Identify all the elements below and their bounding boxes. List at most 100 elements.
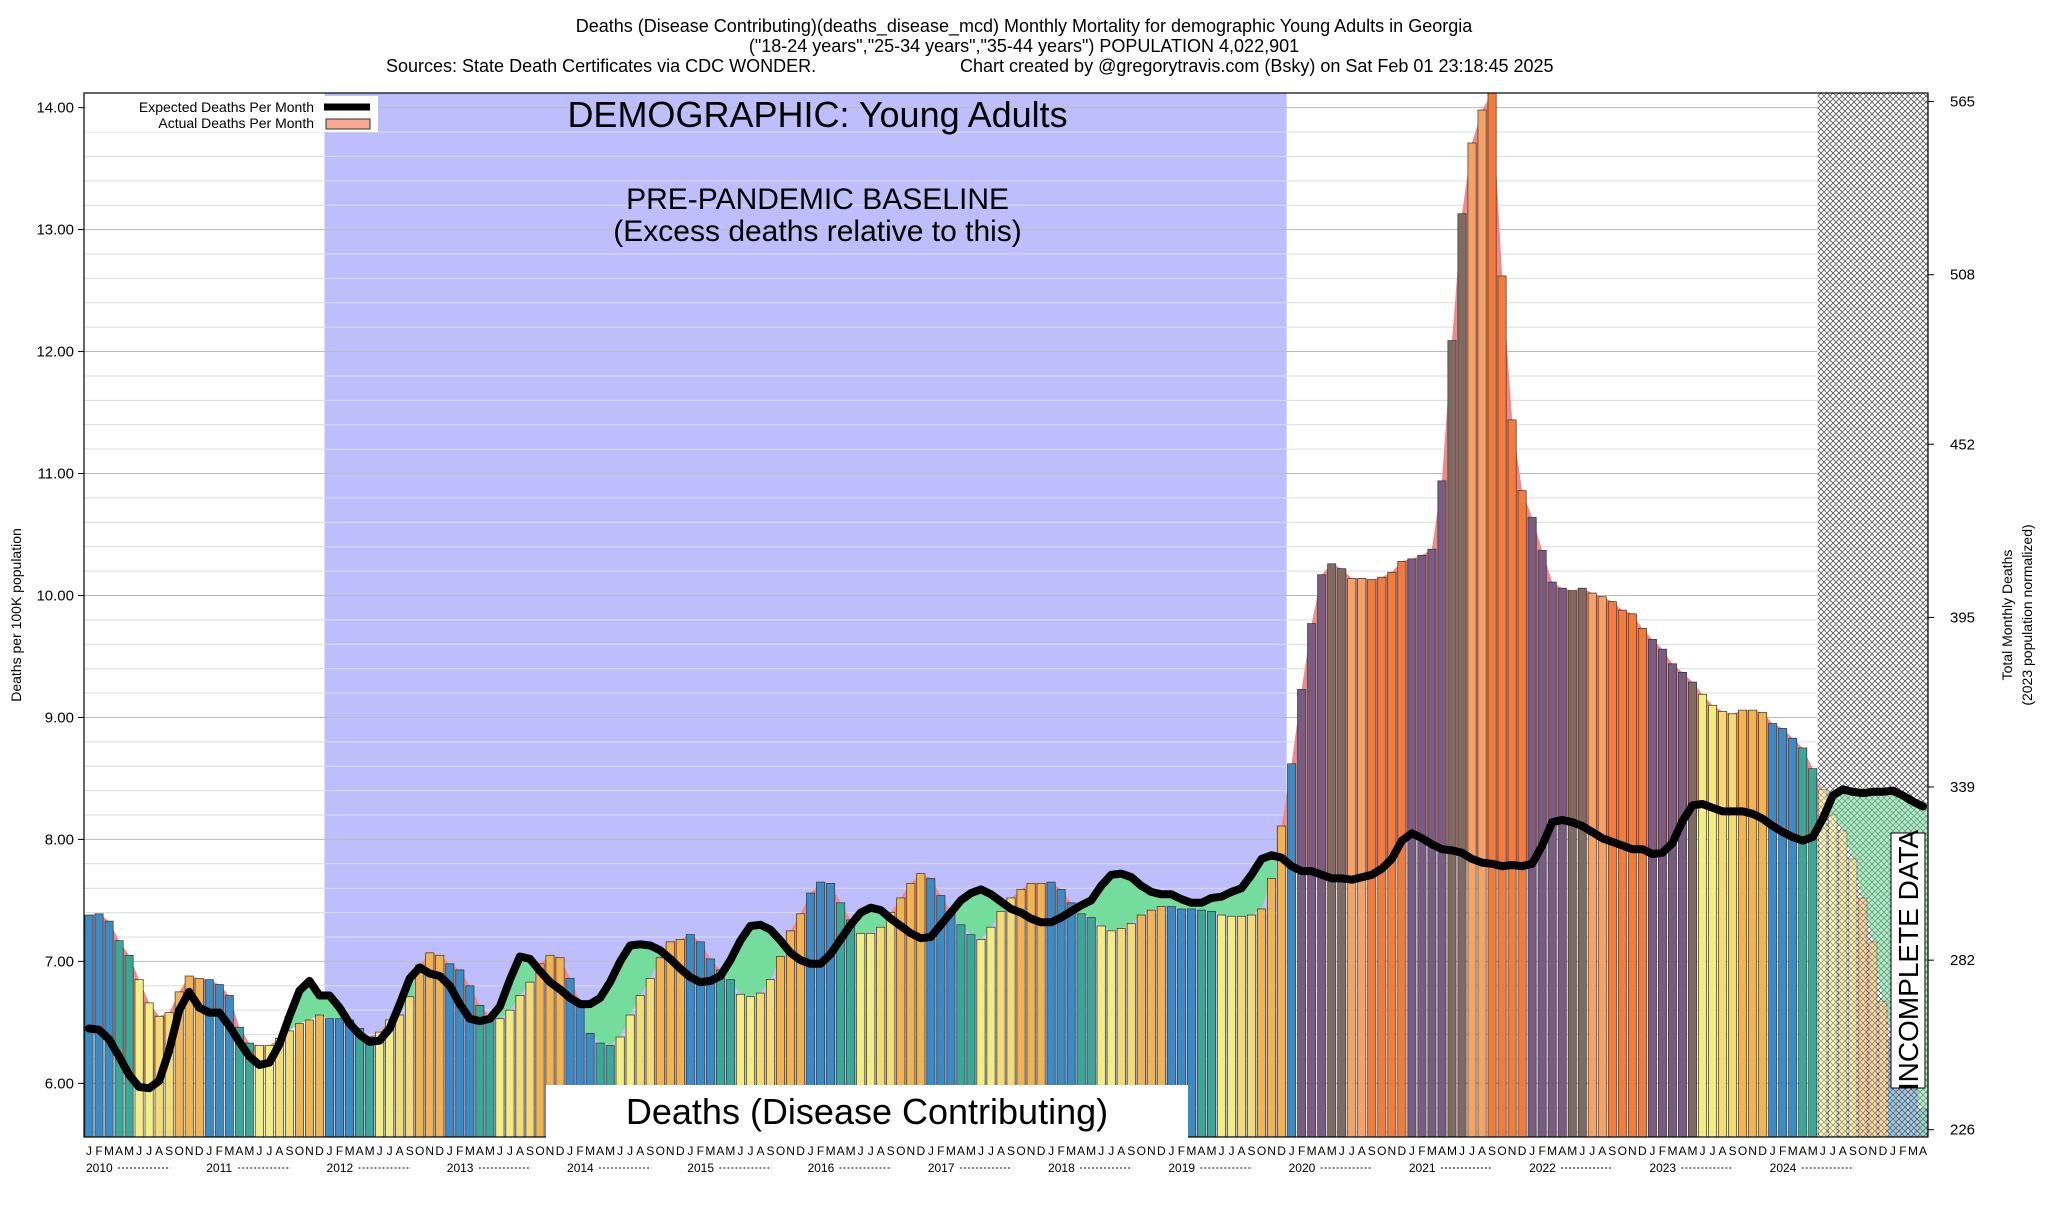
month-tick-label: M bbox=[1066, 1144, 1076, 1158]
month-tick-label: A bbox=[1358, 1144, 1366, 1158]
month-tick-label: A bbox=[235, 1144, 243, 1158]
data-bar bbox=[1728, 713, 1738, 1138]
data-bar bbox=[415, 964, 425, 1138]
y2-axis-label: Total Monthly Deaths bbox=[1999, 550, 2015, 681]
year-tick-label: 2016 bbox=[808, 1161, 835, 1175]
data-bar bbox=[1577, 587, 1587, 1138]
month-tick-label: A bbox=[1919, 1144, 1927, 1158]
data-bar bbox=[1607, 601, 1617, 1138]
data-bar bbox=[1206, 911, 1216, 1138]
data-bar bbox=[1407, 558, 1417, 1138]
incomplete-data-annotation: INCOMPLETE DATA bbox=[1893, 830, 1924, 1091]
month-tick-label: N bbox=[1508, 1144, 1517, 1158]
cause-label-box bbox=[546, 1085, 1188, 1139]
cause-annotation: Deaths (Disease Contributing) bbox=[626, 1091, 1108, 1132]
month-tick-label: J bbox=[1469, 1144, 1475, 1158]
month-tick-label: M bbox=[365, 1144, 375, 1158]
year-tick-label: 2012 bbox=[327, 1161, 354, 1175]
month-tick-label: J bbox=[387, 1144, 393, 1158]
data-bar bbox=[1337, 568, 1347, 1138]
y-axis-label: Deaths per 100K population bbox=[8, 528, 24, 702]
data-bar bbox=[485, 1015, 495, 1138]
sources-text: Sources: State Death Certificates via CD… bbox=[386, 56, 816, 76]
month-tick-label: F bbox=[1899, 1144, 1906, 1158]
month-tick-label: J bbox=[86, 1144, 92, 1158]
month-tick-label: S bbox=[1127, 1144, 1135, 1158]
month-tick-label: J bbox=[1710, 1144, 1716, 1158]
month-tick-label: J bbox=[377, 1144, 383, 1158]
month-tick-label: O bbox=[535, 1144, 544, 1158]
month-tick-label: D bbox=[1518, 1144, 1527, 1158]
month-tick-label: N bbox=[1027, 1144, 1036, 1158]
month-tick-label: F bbox=[1057, 1144, 1064, 1158]
month-tick-label: N bbox=[1869, 1144, 1878, 1158]
month-tick-label: M bbox=[1307, 1144, 1317, 1158]
month-tick-label: J bbox=[868, 1144, 874, 1158]
data-bar bbox=[114, 940, 124, 1138]
month-tick-label: J bbox=[206, 1144, 212, 1158]
data-bar bbox=[144, 1002, 154, 1138]
data-bar bbox=[284, 1030, 294, 1138]
month-tick-label: N bbox=[546, 1144, 555, 1158]
month-tick-label: M bbox=[1667, 1144, 1677, 1158]
month-tick-label: O bbox=[1618, 1144, 1627, 1158]
month-tick-label: S bbox=[1007, 1144, 1015, 1158]
month-tick-label: M bbox=[705, 1144, 715, 1158]
data-bar bbox=[1317, 574, 1327, 1138]
month-tick-label: M bbox=[124, 1144, 134, 1158]
month-tick-label: O bbox=[656, 1144, 665, 1158]
month-tick-label: F bbox=[95, 1144, 102, 1158]
data-bar bbox=[1347, 578, 1357, 1138]
month-tick-label: F bbox=[697, 1144, 704, 1158]
data-bar bbox=[1307, 623, 1317, 1138]
year-tick-label: 2021 bbox=[1409, 1161, 1436, 1175]
legend-label-actual: Actual Deaths Per Month bbox=[158, 115, 314, 131]
data-bar bbox=[1547, 581, 1557, 1138]
month-tick-label: J bbox=[1890, 1144, 1896, 1158]
baseline-annotation-line2: (Excess deaths relative to this) bbox=[613, 215, 1022, 248]
data-bar bbox=[1447, 340, 1457, 1138]
month-tick-label: A bbox=[877, 1144, 885, 1158]
data-bar bbox=[345, 1019, 355, 1138]
month-tick-label: J bbox=[1098, 1144, 1104, 1158]
month-tick-label: J bbox=[687, 1144, 693, 1158]
legend-swatch-actual bbox=[325, 118, 371, 130]
month-tick-label: J bbox=[808, 1144, 814, 1158]
month-tick-label: F bbox=[937, 1144, 944, 1158]
data-bar bbox=[505, 1009, 515, 1138]
month-tick-label: M bbox=[1086, 1144, 1096, 1158]
month-tick-label: A bbox=[275, 1144, 283, 1158]
data-bar bbox=[495, 1018, 505, 1138]
month-tick-label: A bbox=[716, 1144, 724, 1158]
month-tick-label: F bbox=[1178, 1144, 1185, 1158]
month-tick-label: A bbox=[1238, 1144, 1246, 1158]
month-tick-label: N bbox=[425, 1144, 434, 1158]
month-tick-label: M bbox=[826, 1144, 836, 1158]
data-bar bbox=[1667, 663, 1677, 1138]
data-bar bbox=[1597, 596, 1607, 1138]
data-bar bbox=[104, 920, 114, 1138]
data-bar bbox=[325, 1018, 334, 1138]
month-tick-label: N bbox=[1267, 1144, 1276, 1158]
month-tick-label: O bbox=[1738, 1144, 1747, 1158]
month-tick-label: S bbox=[1729, 1144, 1737, 1158]
month-tick-label: J bbox=[1820, 1144, 1826, 1158]
month-tick-label: J bbox=[567, 1144, 573, 1158]
month-tick-label: O bbox=[1497, 1144, 1506, 1158]
data-bar bbox=[1637, 628, 1647, 1138]
data-bar bbox=[1437, 480, 1447, 1138]
month-tick-label: A bbox=[356, 1144, 364, 1158]
month-tick-label: M bbox=[966, 1144, 976, 1158]
deficit-area bbox=[955, 889, 1006, 940]
y2-tick-label: 508 bbox=[1950, 267, 1975, 284]
month-tick-label: A bbox=[1077, 1144, 1085, 1158]
data-bar bbox=[1788, 737, 1798, 1138]
data-bar bbox=[1657, 648, 1667, 1138]
month-tick-label: J bbox=[136, 1144, 142, 1158]
month-tick-label: J bbox=[747, 1144, 753, 1158]
month-tick-label: A bbox=[1197, 1144, 1205, 1158]
month-tick-label: A bbox=[636, 1144, 644, 1158]
y2-tick-label: 395 bbox=[1950, 609, 1975, 626]
month-tick-label: F bbox=[1298, 1144, 1305, 1158]
data-bar bbox=[1196, 909, 1206, 1138]
